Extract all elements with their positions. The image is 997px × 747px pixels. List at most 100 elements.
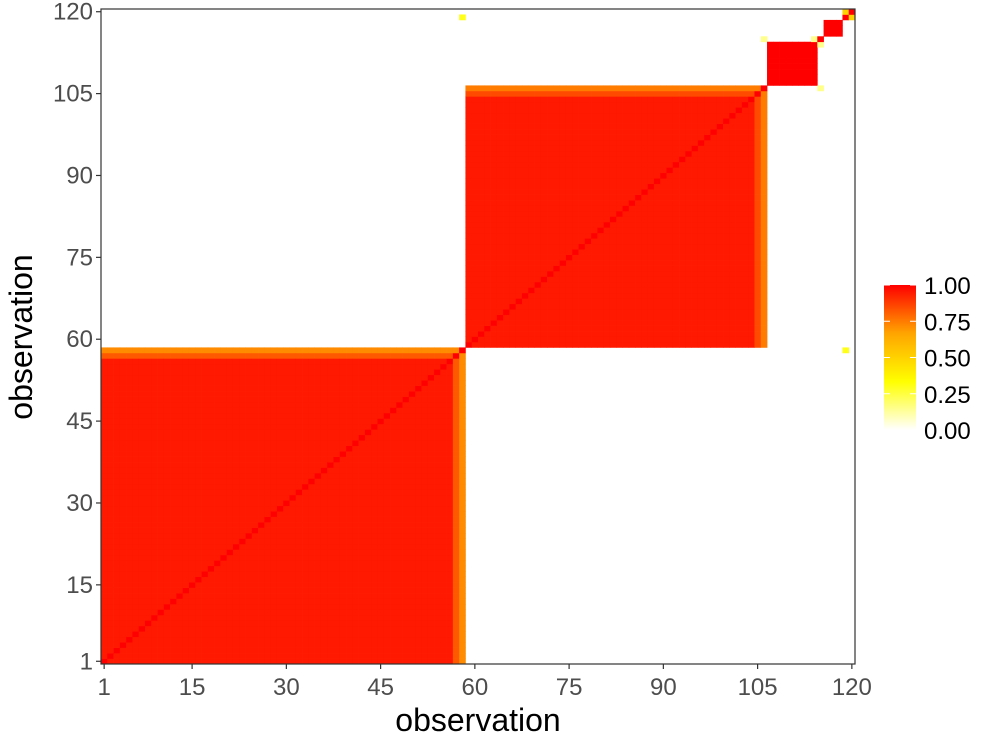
heatmap-cell	[327, 500, 334, 507]
heatmap-cell	[132, 423, 140, 430]
heatmap-cell	[603, 314, 611, 321]
heatmap-cell	[377, 429, 385, 436]
heatmap-cell	[635, 172, 642, 179]
heatmap-cell	[672, 205, 680, 212]
heatmap-cell	[295, 576, 303, 583]
heatmap-cell	[547, 232, 554, 239]
heatmap-cell	[452, 603, 460, 610]
heatmap-cell	[383, 494, 391, 501]
heatmap-cell	[364, 609, 372, 616]
heatmap-cell	[239, 352, 246, 359]
heatmap-cell	[163, 347, 171, 354]
heatmap-cell	[666, 249, 674, 255]
heatmap-cell	[352, 445, 359, 452]
heatmap-cell	[251, 347, 259, 354]
heatmap-cell	[226, 511, 234, 517]
heatmap-cell	[478, 336, 485, 343]
heatmap-cell	[195, 620, 202, 627]
heatmap-cell	[396, 467, 403, 474]
heatmap-cell	[232, 642, 240, 648]
heatmap-cell	[119, 489, 127, 496]
heatmap-cell	[113, 363, 121, 370]
heatmap-cell	[490, 227, 498, 234]
heatmap-cell	[503, 101, 510, 108]
heatmap-cell	[358, 582, 366, 588]
heatmap-cell	[239, 647, 246, 654]
heatmap-cell	[144, 511, 152, 517]
heatmap-cell	[195, 587, 202, 594]
heatmap-cell	[207, 456, 215, 463]
heatmap-cell	[421, 462, 429, 468]
heatmap-cell	[207, 533, 215, 539]
heatmap-cell	[170, 614, 177, 621]
heatmap-cell	[427, 429, 435, 436]
heatmap-cell	[553, 150, 561, 157]
heatmap-cell	[402, 603, 410, 610]
heatmap-cell	[452, 423, 460, 430]
heatmap-cell	[101, 582, 108, 588]
heatmap-cell	[144, 352, 152, 359]
heatmap-cell	[635, 112, 642, 119]
heatmap-cell	[434, 609, 441, 616]
heatmap-cell	[170, 587, 177, 594]
heatmap-cell	[415, 445, 422, 452]
heatmap-cell	[408, 429, 416, 436]
heatmap-cell	[264, 472, 271, 479]
heatmap-cell	[490, 309, 498, 316]
heatmap-cell	[565, 140, 573, 146]
heatmap-cell	[578, 303, 586, 310]
heatmap-cell	[377, 385, 385, 392]
heatmap-cell	[540, 260, 548, 266]
heatmap-cell	[333, 576, 341, 583]
heatmap-cell	[553, 314, 561, 321]
heatmap-cell	[302, 396, 309, 403]
heatmap-cell	[402, 560, 410, 567]
heatmap-cell	[289, 407, 297, 414]
heatmap-cell	[327, 402, 334, 408]
heatmap-cell	[283, 456, 290, 463]
heatmap-cell	[314, 571, 322, 578]
heatmap-cell	[446, 543, 454, 550]
heatmap-cell	[521, 227, 529, 234]
heatmap-cell	[427, 489, 435, 496]
heatmap-cell	[402, 440, 410, 447]
heatmap-cell	[609, 320, 617, 326]
heatmap-cell	[591, 145, 598, 152]
heatmap-cell	[188, 374, 196, 381]
heatmap-cell	[201, 603, 209, 610]
heatmap-cell	[107, 576, 114, 583]
heatmap-cell	[509, 123, 517, 130]
heatmap-cell	[144, 462, 152, 468]
heatmap-cell	[672, 112, 680, 119]
heatmap-cell	[509, 172, 517, 179]
heatmap-cell	[289, 440, 297, 447]
heatmap-cell	[295, 369, 303, 376]
heatmap-cell	[201, 456, 209, 463]
heatmap-cell	[509, 101, 517, 108]
heatmap-cell	[327, 603, 334, 610]
heatmap-cell	[427, 549, 435, 556]
heatmap-cell	[616, 85, 623, 92]
heatmap-cell	[478, 309, 485, 316]
heatmap-cell	[396, 511, 403, 517]
heatmap-cell	[314, 456, 322, 463]
heatmap-cell	[188, 620, 196, 627]
heatmap-cell	[276, 543, 284, 550]
heatmap-cell	[333, 511, 341, 517]
heatmap-cell	[170, 494, 177, 501]
heatmap-cell	[339, 647, 347, 654]
heatmap-cell	[239, 603, 246, 610]
heatmap-cell	[232, 560, 240, 567]
heatmap-cell	[101, 429, 108, 436]
heatmap-cell	[207, 500, 215, 507]
heatmap-cell	[101, 358, 108, 365]
heatmap-cell	[182, 472, 190, 479]
heatmap-cell	[283, 658, 290, 665]
heatmap-cell	[647, 134, 655, 141]
heatmap-cell	[503, 303, 510, 310]
heatmap-cell	[377, 467, 385, 474]
heatmap-cell	[195, 456, 202, 463]
heatmap-cell	[609, 309, 617, 316]
heatmap-cell	[364, 614, 372, 621]
heatmap-cell	[471, 161, 479, 168]
